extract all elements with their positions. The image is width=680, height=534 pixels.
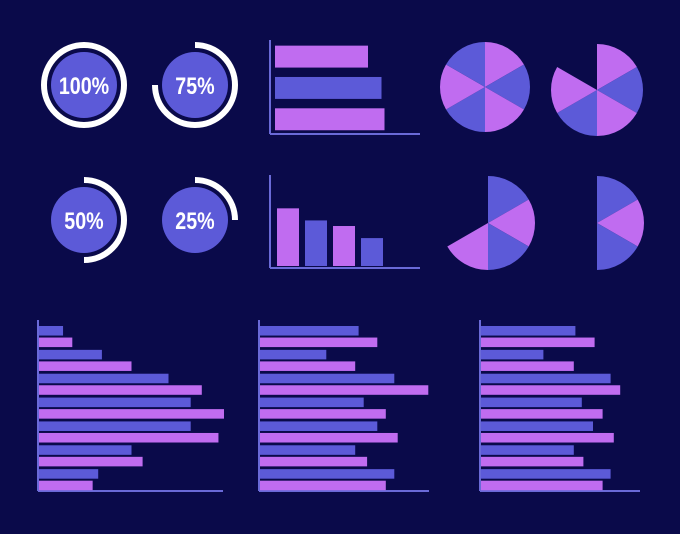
bar [481,421,593,431]
pie-slice [488,176,529,223]
bar [39,385,202,395]
bar [260,445,356,455]
bar [39,445,132,455]
bar [481,361,574,371]
bar [39,337,73,348]
pie-slice [597,223,638,270]
bar [481,397,582,408]
gauge-ring [83,177,127,263]
bar [39,361,132,371]
gauge-disc [51,52,117,118]
bar [275,108,385,131]
bar [481,326,576,336]
bar [275,76,382,99]
bar [39,432,219,443]
bar [260,385,429,395]
bar [361,238,383,266]
pie-slice [485,87,524,132]
bar [481,373,611,384]
bar [260,397,364,408]
bar [305,220,327,266]
bar [39,397,191,408]
bar [39,456,143,467]
pie-slice [446,87,485,132]
pie-slice [447,223,488,270]
pie-slice [485,64,530,110]
pie-slice [485,42,524,87]
bar [39,469,99,479]
pie-slice [597,199,644,247]
bar [260,480,386,491]
bar [39,421,191,431]
bar [275,45,368,68]
bar [481,456,584,467]
bar [481,480,603,491]
bar [481,409,603,419]
pie-slice [597,90,637,136]
bar [481,469,611,479]
bar [277,208,299,266]
gauge-disc [162,187,228,253]
bar [333,226,355,266]
gauge-ring [41,42,127,128]
bar [481,432,614,443]
bar [260,421,378,431]
bar [260,469,395,479]
gauge-ring [194,177,238,221]
gauge-disc [162,52,228,118]
bar [260,337,378,348]
gauge-label: 75% [175,72,214,99]
pie-slice [488,223,529,270]
gauge-disc [51,187,117,253]
bar [39,373,169,384]
pie-slice [597,176,638,223]
bar [39,409,224,419]
bar [260,361,356,371]
pie-slice [597,67,643,113]
pie-slice [446,42,485,87]
gauge-ring [152,42,238,128]
bar [260,409,386,419]
bar [260,349,327,360]
pie-slice [551,67,597,113]
bar [481,349,544,360]
bar [481,445,574,455]
gauge-label: 100% [59,72,109,99]
bar [39,480,93,491]
gauge-label: 25% [175,207,214,234]
bar [260,456,368,467]
pie-slice [557,90,597,136]
bar [260,432,398,443]
pie-slice [440,64,485,110]
bar [481,337,595,348]
bar [260,326,359,336]
bar [481,385,621,395]
bar [39,349,102,360]
pie-slice [597,44,637,90]
bar [260,373,395,384]
gauge-label: 50% [64,207,103,234]
bar [39,326,64,336]
pie-slice [488,199,535,247]
